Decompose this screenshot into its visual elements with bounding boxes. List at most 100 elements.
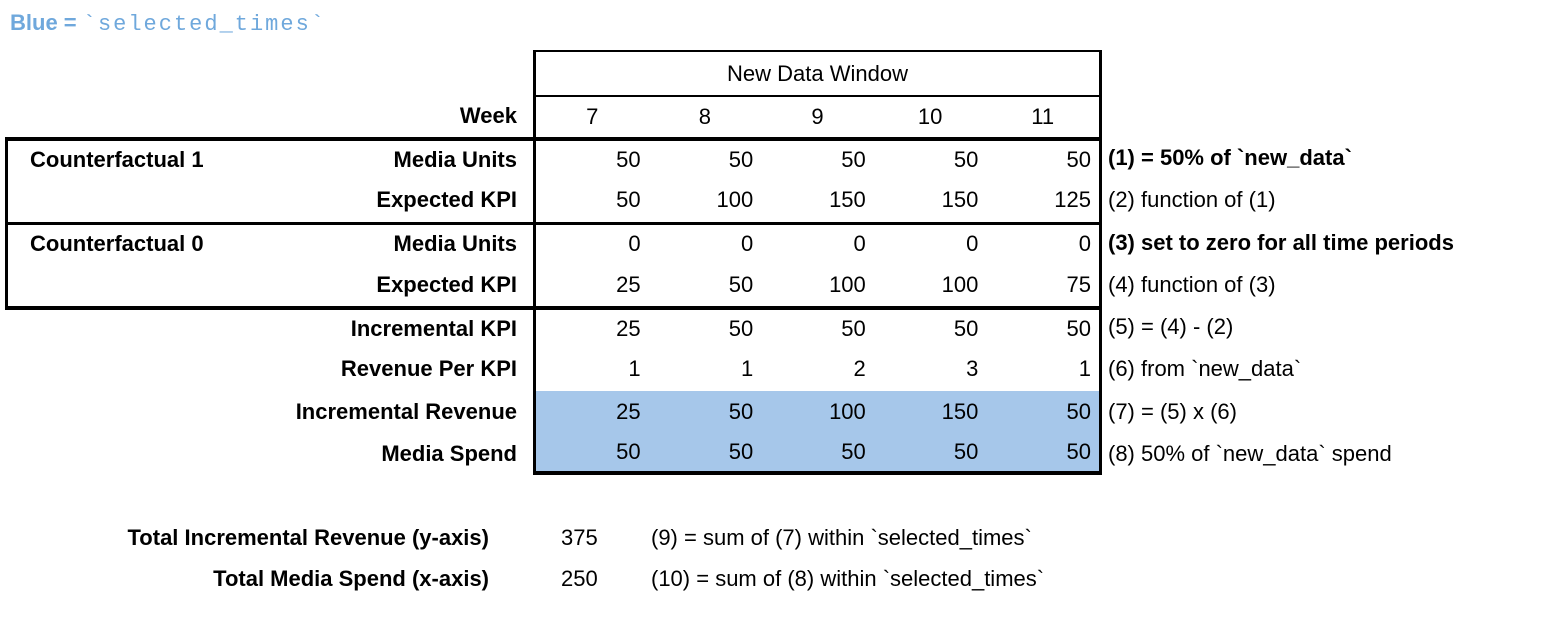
row-values: 1 1 2 3 1 — [533, 348, 1102, 391]
row-label: Media Spend — [381, 440, 517, 466]
cell-value: 0 — [740, 231, 754, 257]
row-note: (7) = (5) x (6) — [1108, 398, 1237, 424]
cell-value: 50 — [728, 398, 754, 424]
week-number: 9 — [811, 104, 824, 129]
cell-value: 100 — [941, 271, 979, 297]
row-values: 50 100 150 150 125 — [533, 179, 1102, 222]
row-values: 25 50 100 100 75 — [533, 263, 1102, 306]
row-label: Expected KPI — [376, 187, 517, 213]
cell-value: 0 — [966, 231, 979, 257]
cell-value: 50 — [616, 147, 641, 173]
cell-value: 3 — [966, 356, 979, 382]
total-label: Total Incremental Revenue (y-axis) — [127, 525, 490, 550]
cell-value: 50 — [1066, 147, 1091, 173]
cell-value: 0 — [853, 231, 866, 257]
row-note: (3) set to zero for all time periods — [1108, 229, 1454, 255]
cell-value: 50 — [1066, 398, 1091, 424]
cell-value: 50 — [1066, 316, 1091, 342]
table-row: Media Spend 50 50 50 50 50 (8) 50% of `new_d… — [0, 432, 1544, 475]
row-label-cell: Expected KPI — [5, 263, 533, 306]
total-note: (9) = sum of (7) within `selected_times` — [651, 525, 1032, 550]
cell-value: 50 — [728, 147, 754, 173]
row-note: (2) function of (1) — [1108, 187, 1276, 213]
cell-value: 25 — [616, 398, 641, 424]
week-number: 10 — [917, 104, 943, 129]
row-group-label: Counterfactual 1 — [30, 147, 204, 173]
cell-value: 100 — [829, 271, 866, 297]
cell-value: 150 — [941, 187, 979, 213]
table-row: Counterfactual 0 Media Units 0 0 0 0 0 (3) s… — [0, 221, 1544, 264]
row-label-cell: Media Spend — [5, 433, 533, 475]
cell-value: 50 — [1066, 438, 1091, 464]
total-incremental-revenue-row: Total Incremental Revenue (y-axis) 375 (… — [0, 517, 1544, 559]
row-label-cell: Revenue Per KPI — [5, 348, 533, 390]
row-label-cell: Incremental Revenue — [5, 391, 533, 433]
cell-value: 50 — [953, 147, 979, 173]
total-value: 250 — [561, 566, 598, 591]
row-values: 25 50 100 150 50 — [533, 390, 1102, 433]
legend-code: `selected_times` — [82, 12, 326, 37]
data-rows: Counterfactual 1 Media Units 50 50 50 50 50 … — [0, 137, 1544, 475]
row-values: 25 50 50 50 50 — [533, 306, 1102, 349]
cell-value: 25 — [616, 316, 641, 342]
cell-value: 125 — [1054, 187, 1091, 213]
cell-value: 50 — [616, 438, 641, 464]
table-row: Revenue Per KPI 1 1 2 3 1 (6) from `new_data… — [0, 348, 1544, 391]
row-note: (6) from `new_data` — [1108, 356, 1302, 382]
row-note: (1) = 50% of `new_data` — [1108, 145, 1352, 171]
week-label: Week — [459, 103, 517, 128]
row-label-cell: Counterfactual 0 Media Units — [5, 221, 533, 264]
cell-value: 100 — [716, 187, 754, 213]
new-data-window-header: New Data Window 7 8 9 10 11 — [533, 50, 1102, 137]
cell-value: 50 — [728, 316, 754, 342]
row-label: Incremental Revenue — [295, 398, 517, 424]
cell-value: 50 — [616, 187, 641, 213]
week-number: 11 — [1031, 104, 1055, 129]
week-number: 8 — [698, 104, 712, 129]
table-row: Incremental KPI 25 50 50 50 50 (5) = (4) - (… — [0, 306, 1544, 349]
table-row: Incremental Revenue 25 50 100 150 50 (7) = (… — [0, 390, 1544, 433]
table-row: Counterfactual 1 Media Units 50 50 50 50 50 … — [0, 137, 1544, 180]
row-label: Media Units — [393, 147, 517, 173]
cell-value: 150 — [941, 398, 979, 424]
cell-value: 0 — [628, 231, 641, 257]
cell-value: 50 — [841, 316, 866, 342]
cell-value: 50 — [953, 438, 979, 464]
cell-value: 50 — [841, 147, 866, 173]
cell-value: 50 — [953, 316, 979, 342]
week-numbers-row: 7 8 9 10 11 — [536, 97, 1099, 137]
row-label: Incremental KPI — [350, 316, 517, 342]
cell-value: 150 — [829, 187, 866, 213]
cell-value: 50 — [841, 438, 866, 464]
row-values: 50 50 50 50 50 — [533, 432, 1102, 475]
cell-value: 0 — [1078, 231, 1091, 257]
table-row: Expected KPI 25 50 100 100 75 (4) function o… — [0, 263, 1544, 306]
new-data-window-title: New Data Window — [536, 52, 1099, 97]
total-label: Total Media Spend (x-axis) — [213, 566, 489, 591]
cell-value: 1 — [1078, 356, 1091, 382]
total-media-spend-row: Total Media Spend (x-axis) 250 (10) = su… — [0, 558, 1544, 600]
legend-label: Blue = — [10, 10, 83, 35]
row-label-cell: Expected KPI — [5, 179, 533, 222]
row-label: Expected KPI — [376, 271, 517, 297]
row-note: (4) function of (3) — [1108, 271, 1276, 297]
cell-value: 75 — [1066, 271, 1091, 297]
row-label: Revenue Per KPI — [340, 356, 517, 382]
cell-value: 50 — [728, 438, 754, 464]
row-note: (5) = (4) - (2) — [1108, 314, 1234, 340]
row-label: Media Units — [393, 231, 517, 257]
legend: Blue = `selected_times` — [10, 10, 326, 37]
row-note: (8) 50% of `new_data` spend — [1108, 440, 1392, 466]
cell-value: 25 — [616, 271, 641, 297]
total-value: 375 — [561, 525, 598, 550]
row-label-cell: Counterfactual 1 Media Units — [5, 137, 533, 180]
cell-value: 100 — [829, 398, 866, 424]
cell-value: 2 — [853, 356, 866, 382]
cell-value: 50 — [728, 271, 754, 297]
row-values: 0 0 0 0 0 — [533, 221, 1102, 264]
total-note: (10) = sum of (8) within `selected_times… — [651, 566, 1045, 591]
cell-value: 1 — [740, 356, 754, 382]
row-label-cell: Incremental KPI — [5, 306, 533, 348]
row-group-label: Counterfactual 0 — [30, 231, 204, 257]
